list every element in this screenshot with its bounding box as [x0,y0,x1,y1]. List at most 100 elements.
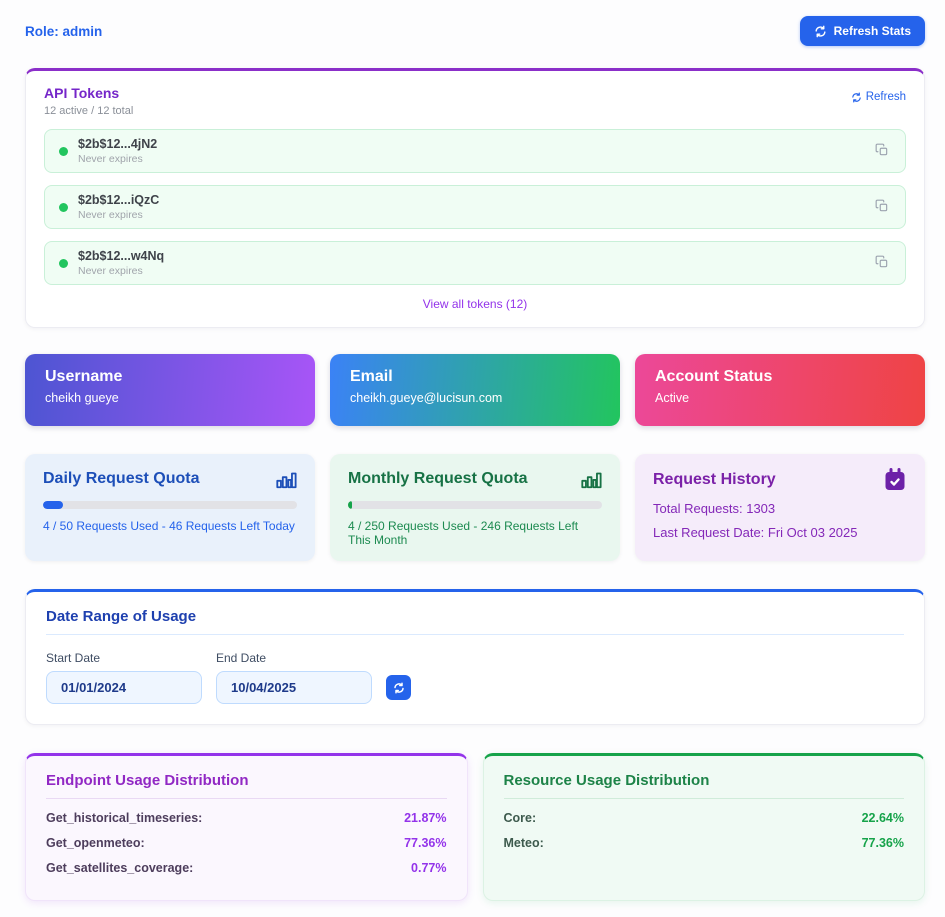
token-row: $2b$12...w4Nq Never expires [44,241,906,285]
resource-usage-card: Resource Usage Distribution Core: 22.64%… [482,753,925,901]
account-status-value: Active [655,391,690,405]
email-title: Email [350,368,393,385]
date-range-refresh-button[interactable] [386,675,411,700]
top-bar: Role: admin Refresh Stats [25,16,925,46]
daily-quota-card: Daily Request Quota 4 / 50 Requests Used… [25,454,315,561]
endpoint-usage-card: Endpoint Usage Distribution Get_historic… [25,753,468,901]
monthly-quota-title: Monthly Request Quota [348,470,528,487]
daily-quota-progress-track [43,501,297,509]
endpoint-label: Get_openmeteo: [46,836,145,850]
resource-usage-row: Core: 22.64% [504,811,905,825]
token-row: $2b$12...4jN2 Never expires [44,129,906,173]
date-fields: Start Date End Date [46,651,904,704]
active-status-dot [59,146,68,156]
refresh-stats-button[interactable]: Refresh Stats [799,16,925,46]
username-value: cheikh gueye [45,391,119,405]
token-value: $2b$12...iQzC [78,193,160,207]
end-date-input[interactable] [216,671,372,704]
start-date-input[interactable] [46,671,202,704]
refresh-stats-label: Refresh Stats [833,24,911,38]
request-history-card: Request History Total Requests: 1303 Las… [635,454,925,561]
start-date-group: Start Date [46,651,202,704]
account-status-title: Account Status [655,368,773,385]
refresh-icon [851,92,862,103]
account-status-card: Account Status Active [635,354,925,426]
monthly-quota-caption: 4 / 250 Requests Used - 246 Requests Lef… [348,519,579,547]
date-range-card: Date Range of Usage Start Date End Date [25,589,925,725]
monthly-quota-progress-fill [348,501,353,509]
profile-cards-row: Username cheikh gueye Email cheikh.gueye… [25,354,925,426]
daily-quota-progress-fill [43,501,64,509]
token-text: $2b$12...4jN2 Never expires [78,137,157,165]
copy-token-button[interactable] [873,253,891,274]
token-text: $2b$12...iQzC Never expires [78,193,159,221]
endpoint-usage-row: Get_historical_timeseries: 21.87% [46,811,447,825]
endpoint-label: Get_historical_timeseries: [46,811,203,825]
endpoint-usage-row: Get_openmeteo: 77.36% [46,836,447,850]
token-text: $2b$12...w4Nq Never expires [78,249,164,277]
username-card: Username cheikh gueye [25,354,315,426]
request-history-title: Request History [653,471,776,488]
start-date-label: Start Date [46,651,101,665]
view-all-tokens-link[interactable]: View all tokens (12) [422,297,528,311]
copy-icon [875,199,889,213]
copy-icon [875,255,889,269]
bar-chart-icon [580,468,602,490]
token-value: $2b$12...w4Nq [78,249,165,263]
end-date-group: End Date [216,651,372,704]
end-date-label: End Date [216,651,267,665]
copy-icon [875,143,889,157]
refresh-icon [814,25,827,38]
endpoint-usage-title: Endpoint Usage Distribution [46,772,447,799]
resource-label: Core: [503,811,537,825]
api-tokens-heading: API Tokens 12 active / 12 total [44,85,133,117]
api-tokens-card: API Tokens 12 active / 12 total Refresh … [25,68,925,328]
monthly-quota-progress-track [348,501,602,509]
refresh-icon [393,682,405,694]
monthly-quota-card: Monthly Request Quota 4 / 250 Requests U… [330,454,620,561]
resource-value: 22.64% [861,811,904,825]
token-info: $2b$12...w4Nq Never expires [59,249,164,277]
quota-cards-row: Daily Request Quota 4 / 50 Requests Used… [25,454,925,561]
copy-token-button[interactable] [873,141,891,162]
endpoint-value: 77.36% [404,836,447,850]
resource-value: 77.36% [861,836,904,850]
last-request-line: Last Request Date: Fri Oct 03 2025 [653,525,858,540]
token-value: $2b$12...4jN2 [78,137,158,151]
endpoint-value: 0.77% [411,861,447,875]
tokens-refresh-label: Refresh [865,91,906,103]
email-card: Email cheikh.gueye@lucisun.com [330,354,620,426]
username-title: Username [45,368,123,385]
resource-label: Meteo: [503,836,544,850]
token-expiry: Never expires [78,209,143,221]
token-expiry: Never expires [78,153,143,165]
daily-quota-caption: 4 / 50 Requests Used - 46 Requests Left … [43,519,295,533]
endpoint-label: Get_satellites_coverage: [46,861,194,875]
daily-quota-title: Daily Request Quota [43,470,200,487]
calendar-check-icon [883,468,907,492]
distribution-row: Endpoint Usage Distribution Get_historic… [25,753,925,901]
tokens-refresh-link[interactable]: Refresh [851,91,906,103]
token-info: $2b$12...4jN2 Never expires [59,137,157,165]
api-tokens-count: 12 active / 12 total [44,105,134,117]
token-row: $2b$12...iQzC Never expires [44,185,906,229]
api-tokens-header: API Tokens 12 active / 12 total Refresh [44,85,906,117]
bar-chart-icon [275,468,297,490]
active-status-dot [59,258,68,268]
active-status-dot [59,202,68,212]
monthly-quota-header: Monthly Request Quota [348,468,602,490]
role-label: Role: admin [25,23,103,39]
token-info: $2b$12...iQzC Never expires [59,193,159,221]
request-history-header: Request History [653,468,907,492]
resource-usage-row: Meteo: 77.36% [504,836,905,850]
daily-quota-header: Daily Request Quota [43,468,297,490]
total-requests-line: Total Requests: 1303 [653,501,776,516]
endpoint-value: 21.87% [404,811,447,825]
email-value: cheikh.gueye@lucisun.com [350,391,503,405]
token-expiry: Never expires [78,265,143,277]
api-tokens-title: API Tokens [44,85,120,101]
date-range-title: Date Range of Usage [46,608,904,635]
copy-token-button[interactable] [873,197,891,218]
endpoint-usage-row: Get_satellites_coverage: 0.77% [46,861,447,875]
